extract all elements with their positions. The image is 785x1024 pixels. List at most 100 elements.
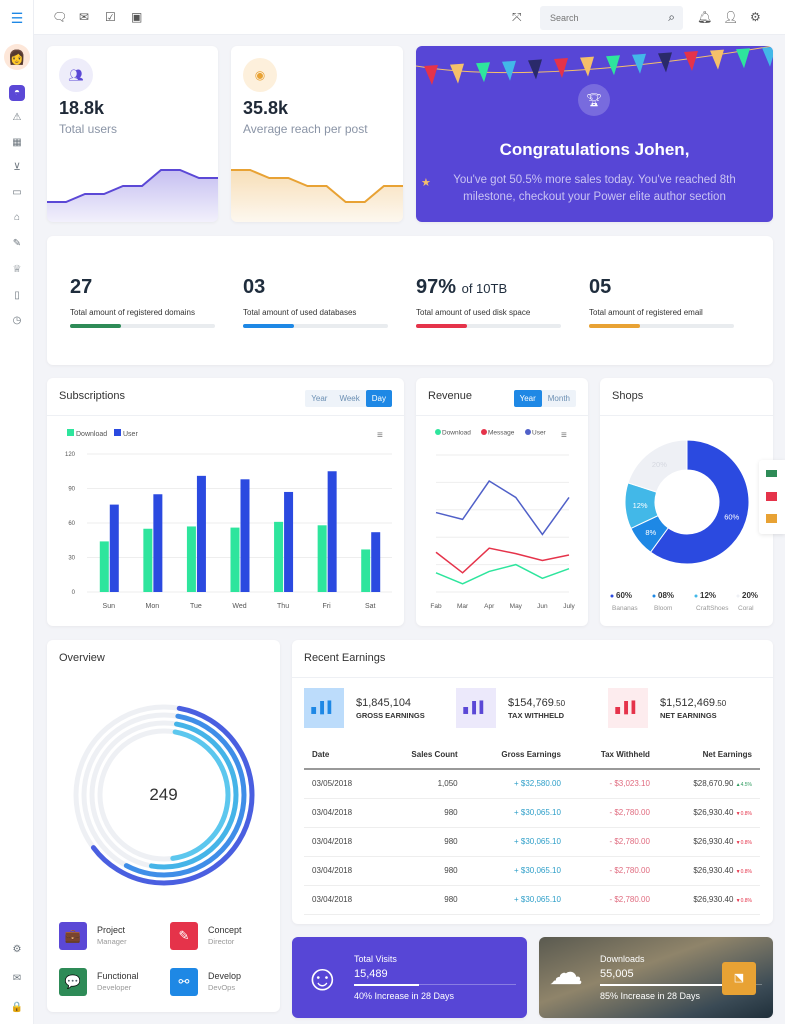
legend-dot xyxy=(694,594,698,598)
chart-menu-icon[interactable]: ≡ xyxy=(561,430,567,441)
bar-user[interactable] xyxy=(284,491,294,592)
x-tick-label: Jun xyxy=(537,603,548,610)
bar-user[interactable] xyxy=(327,471,337,592)
downloads-title: Downloads xyxy=(600,954,645,964)
edit-icon[interactable]: ✎ xyxy=(12,238,22,249)
menu-icon[interactable]: ☰ xyxy=(10,10,24,26)
table-row[interactable]: 03/05/2018 1,050 + $32,580.00- $3,023.10 $2… xyxy=(304,769,760,799)
role-subtitle: DevOps xyxy=(208,983,236,992)
dropdown-icon[interactable]: ⊻ xyxy=(13,162,21,173)
money-icon[interactable] xyxy=(766,470,777,477)
star-icon: ★ xyxy=(421,177,431,189)
gear-icon[interactable]: ⚙ xyxy=(750,10,761,24)
role-icon: 💬 xyxy=(59,968,87,996)
line-download[interactable] xyxy=(435,563,570,585)
bar-user[interactable] xyxy=(196,475,206,592)
image-icon[interactable] xyxy=(766,492,777,501)
column-header[interactable]: Gross Earnings xyxy=(465,741,569,770)
total-users-card: 👥︎ 18.8k Total users xyxy=(47,46,218,222)
legend-label: Bananas xyxy=(612,605,638,612)
date-cell: 03/04/2018 xyxy=(304,827,381,857)
bell-icon[interactable]: 🔔︎ xyxy=(697,10,713,24)
inbox-icon[interactable]: ▭ xyxy=(12,187,22,198)
bar-download[interactable] xyxy=(361,549,371,592)
fullscreen-icon[interactable]: ⤧ xyxy=(512,10,522,24)
warning-icon[interactable]: ⚠ xyxy=(12,112,22,123)
reach-label: Average reach per post xyxy=(243,122,368,136)
store-icon[interactable]: ⌂ xyxy=(13,212,21,223)
lock-icon[interactable]: 🔒 xyxy=(10,1002,24,1013)
line-user[interactable] xyxy=(435,480,570,536)
file-icon[interactable]: ▯ xyxy=(14,290,20,301)
chat-icon[interactable]: 🗨 xyxy=(52,10,68,24)
table-row[interactable]: 03/04/2018 980 + $30,065.10- $2,780.00 $26,… xyxy=(304,827,760,857)
bar-download[interactable] xyxy=(99,541,109,592)
tab-year[interactable]: Year xyxy=(513,390,542,407)
tab-month[interactable]: Month xyxy=(547,394,570,403)
downloads-card: ☁ Downloads 55,005 85% Increase in 28 Da… xyxy=(539,937,773,1018)
date-cell: 03/04/2018 xyxy=(304,885,381,915)
date-cell: 03/04/2018 xyxy=(304,856,381,886)
tab-week[interactable]: Week xyxy=(339,394,360,403)
trophy-icon[interactable]: ♕ xyxy=(12,264,22,275)
subscriptions-bar-chart: 0 30 60 90 120 Sun Mon Tue Wed Thu Fri Sat Download U… xyxy=(65,429,392,610)
mail-icon[interactable]: ✉ xyxy=(79,10,90,24)
legend-label: User xyxy=(532,430,547,437)
layers-icon[interactable] xyxy=(766,514,777,523)
table-row[interactable]: 03/04/2018 980 + $30,065.10- $2,780.00 $26,… xyxy=(304,856,760,886)
search-box[interactable]: ⌕ xyxy=(540,6,683,30)
calendar-icon[interactable]: ▣ xyxy=(131,10,143,24)
dashboard-icon[interactable]: ◓ xyxy=(9,85,25,101)
column-header[interactable]: Tax Withheld xyxy=(568,741,658,770)
legend-label: Message xyxy=(488,430,515,437)
visits-value: 15,489 xyxy=(354,968,388,980)
column-header[interactable]: Net Earnings xyxy=(657,741,760,770)
download-action-button[interactable]: ⬔ xyxy=(722,962,756,995)
earnings-summary: ▖▌▍ $1,512,469.50 NET EARNINGS xyxy=(608,688,726,728)
line-message[interactable] xyxy=(435,547,570,574)
role-item[interactable]: 💼 Project Manager xyxy=(59,922,127,950)
bar-user[interactable] xyxy=(240,479,250,592)
flag xyxy=(502,60,516,81)
bar-download[interactable] xyxy=(274,521,284,592)
slice-coral[interactable] xyxy=(627,439,688,493)
table-row[interactable]: 03/04/2018 980 + $30,065.10- $2,780.00 $26,… xyxy=(304,885,760,915)
role-item[interactable]: ⚯ Develop DevOps xyxy=(170,968,241,996)
downloads-progress xyxy=(600,984,762,986)
bar-user[interactable] xyxy=(371,532,381,592)
tab-day[interactable]: Day xyxy=(365,390,392,407)
table-row[interactable]: 03/04/2018 980 + $30,065.10- $2,780.00 $26,… xyxy=(304,798,760,828)
bar-chart-icon: ▖▌▍ xyxy=(304,688,344,728)
tab-year[interactable]: Year xyxy=(311,394,328,403)
net-value: $26,930.40 xyxy=(693,808,734,817)
legend-dot xyxy=(481,429,487,435)
slice-bananas[interactable] xyxy=(649,439,750,565)
clock-icon[interactable]: ◷ xyxy=(12,315,22,326)
date-cell: 03/05/2018 xyxy=(304,769,381,799)
search-icon[interactable]: ⌕ xyxy=(668,10,675,24)
role-item[interactable]: 💬 Functional Developer xyxy=(59,968,139,996)
revenue-card: Revenue Year Month Fab Mar Apr May Jun July Do… xyxy=(416,378,588,626)
chart-menu-icon[interactable]: ≡ xyxy=(377,430,383,441)
search-input[interactable] xyxy=(540,6,655,30)
bar-download[interactable] xyxy=(186,526,196,592)
role-item[interactable]: ✎ Concept Director xyxy=(170,922,242,950)
bar-download[interactable] xyxy=(317,525,327,592)
bar-user[interactable] xyxy=(153,494,163,592)
user-icon[interactable]: 👤︎ xyxy=(723,10,739,24)
net-value: $26,930.40 xyxy=(693,866,734,875)
trend-line xyxy=(231,169,403,203)
bar-user[interactable] xyxy=(109,504,119,592)
legend-dot xyxy=(610,594,614,598)
avatar[interactable]: 👩 xyxy=(4,44,30,70)
grid-icon[interactable]: ▦ xyxy=(12,137,22,148)
mail-icon[interactable]: ✉ xyxy=(12,973,22,984)
y-tick-label: 90 xyxy=(68,487,75,493)
bar-download[interactable] xyxy=(230,527,240,592)
checkbox-icon[interactable]: ☑ xyxy=(105,10,116,24)
settings-icon[interactable]: ⚙ xyxy=(12,944,22,955)
column-header[interactable]: Date xyxy=(304,741,381,770)
bar-download[interactable] xyxy=(143,528,153,592)
column-header[interactable]: Sales Count xyxy=(380,741,466,770)
change-percent: 0.8% xyxy=(740,811,752,817)
